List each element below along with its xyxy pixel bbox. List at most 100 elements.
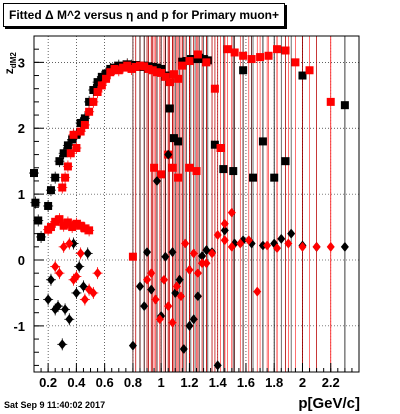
data-point-diamond [164, 301, 173, 312]
data-point-square [185, 57, 194, 66]
data-point-square [281, 46, 290, 55]
data-point-diamond [151, 294, 160, 305]
data-point-square [85, 97, 94, 106]
data-point-square [37, 232, 46, 241]
data-point-diamond [193, 291, 202, 302]
data-point-diamond [51, 261, 60, 272]
data-point-square [85, 107, 94, 116]
data-point-square [273, 45, 282, 54]
data-point-square [178, 61, 187, 70]
data-point-square [97, 81, 106, 90]
data-point-diamond [185, 264, 194, 275]
data-point-square [239, 66, 248, 75]
data-point-square [102, 74, 111, 83]
data-point-square [202, 58, 211, 67]
data-point-square [110, 64, 119, 73]
data-point-square [85, 226, 94, 235]
data-point-diamond [189, 248, 198, 259]
data-point-square [174, 137, 183, 146]
data-point-diamond [244, 235, 253, 246]
data-point-diamond [284, 238, 293, 249]
data-point-diamond [208, 248, 217, 259]
data-point-diamond [160, 274, 168, 285]
data-point-square [239, 51, 248, 60]
data-point-square [46, 223, 55, 232]
data-point-diamond [213, 229, 222, 240]
data-point-square [93, 88, 102, 96]
data-point-diamond [202, 258, 211, 269]
x-tick-label: 1.8 [265, 375, 283, 390]
x-tick-label: 1.2 [180, 375, 198, 390]
data-point-square [174, 74, 183, 83]
data-point-diamond [65, 314, 74, 325]
data-point-diamond [72, 287, 81, 298]
data-point-square [51, 217, 60, 226]
data-point-diamond [185, 320, 194, 331]
data-point-square [169, 134, 178, 143]
data-point-diamond [198, 258, 207, 269]
data-point-square [61, 173, 70, 182]
y-axis-label: zdM2 [1, 52, 19, 75]
data-point-diamond [59, 241, 68, 252]
data-point-square [135, 61, 144, 70]
data-point-square [258, 137, 267, 146]
data-point-square [174, 173, 183, 182]
y-tick-label: -1 [13, 319, 25, 334]
data-point-square [305, 66, 314, 75]
data-point-diamond [220, 235, 229, 246]
data-point-square [298, 71, 307, 80]
data-point-square [219, 165, 228, 174]
data-point-diamond [147, 268, 156, 279]
data-point-square [76, 118, 85, 127]
data-point-square [247, 55, 256, 64]
data-point-diamond [287, 228, 296, 239]
data-point-diamond [61, 304, 70, 315]
data-point-diamond [220, 225, 229, 236]
data-point-square [102, 69, 111, 78]
x-tick-label: 0.2 [39, 375, 57, 390]
y-tick-label: 2 [18, 121, 25, 136]
data-point-square [123, 61, 132, 70]
data-point-square [210, 84, 219, 93]
y-tick-label: 3 [18, 55, 25, 70]
data-point-diamond [147, 284, 156, 295]
data-point-square [68, 223, 77, 232]
data-point-diamond [152, 175, 161, 186]
data-point-diamond [175, 274, 184, 285]
data-point-square [223, 45, 232, 54]
data-point-square [97, 72, 106, 81]
data-point-diamond [202, 245, 211, 256]
data-point-diamond [164, 149, 173, 160]
data-point-square [192, 167, 201, 176]
axis-ticks: 0.2 0.4 0.6 0.8 1 1.2 1.4 1.6 1.8 2 2.2 -1 0 1 2 3 [13, 35, 360, 390]
chart-title: Fitted Δ M^2 versus η and p for Primary … [3, 3, 286, 27]
data-point-diamond [58, 339, 67, 350]
data-point-diamond [168, 247, 177, 258]
data-point-square [249, 173, 258, 182]
x-tick-label: 0.4 [67, 375, 86, 390]
data-point-square [58, 183, 67, 192]
data-point-diamond [227, 241, 236, 252]
x-tick-label: 1.4 [209, 375, 228, 390]
data-point-square [185, 163, 194, 172]
data-point-diamond [72, 271, 81, 282]
data-point-square [59, 149, 68, 158]
data-point-diamond [89, 287, 98, 298]
data-point-square [152, 68, 161, 77]
data-point-diamond [44, 294, 53, 305]
data-point-square [169, 70, 178, 79]
data-point-diamond [161, 251, 170, 262]
data-point-diamond [128, 340, 137, 351]
data-point-square [216, 144, 225, 152]
data-point-square [63, 162, 72, 171]
data-point-square [127, 64, 136, 73]
x-tick-label: 2.2 [322, 375, 340, 390]
data-point-square [114, 61, 123, 70]
x-tick-label: 0.6 [96, 375, 114, 390]
data-point-square [165, 78, 174, 87]
data-point-diamond [193, 268, 202, 279]
data-point-diamond [263, 240, 272, 251]
data-point-square [291, 58, 300, 67]
data-point-diamond [83, 248, 92, 259]
data-point-diamond [179, 343, 188, 354]
